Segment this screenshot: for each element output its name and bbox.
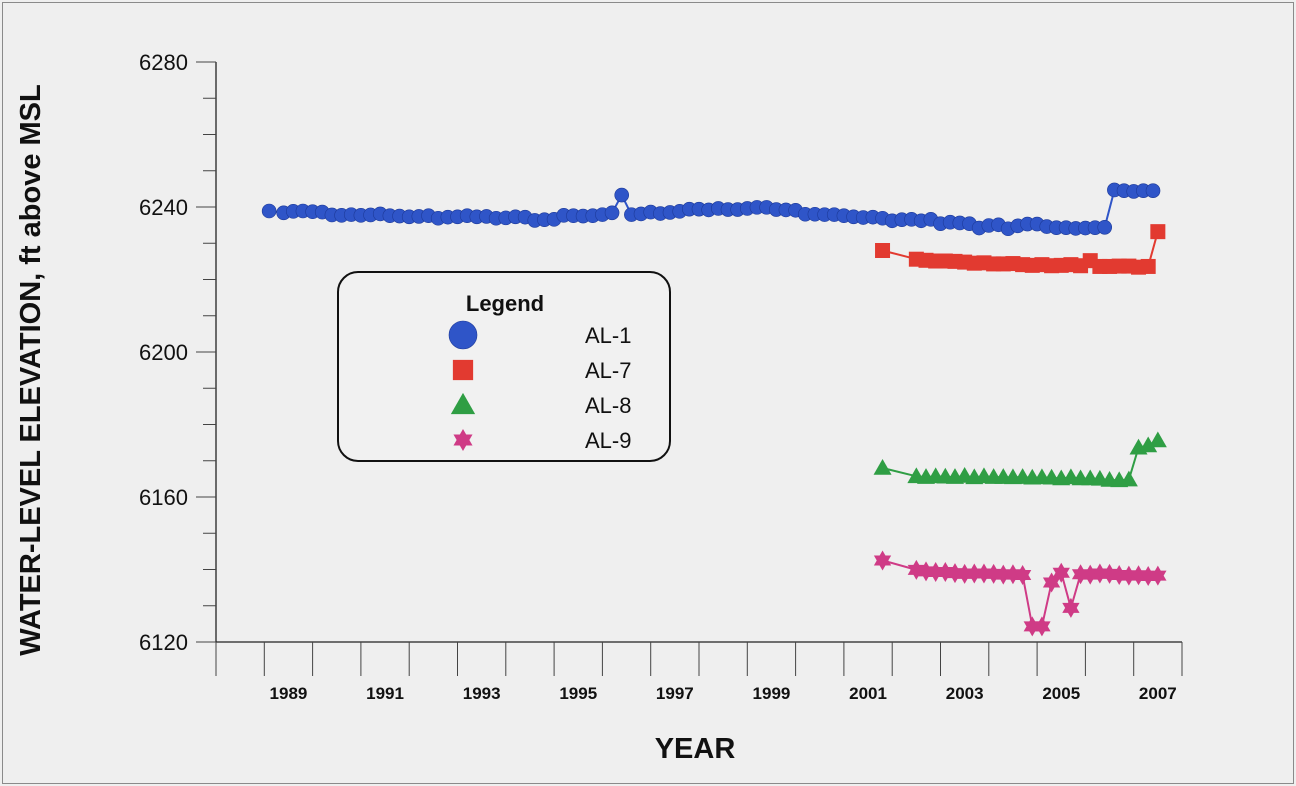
series-al-7: [875, 224, 1166, 275]
x-tick-label: 1999: [753, 684, 791, 703]
y-tick-label: 6200: [139, 340, 188, 365]
legend-entry: AL-1: [448, 320, 631, 350]
data-point: [1140, 258, 1156, 274]
data-point: [873, 550, 892, 571]
legend-marker: [450, 392, 476, 415]
legend-entry: AL-7: [452, 358, 631, 383]
legend-entry: AL-8: [450, 392, 631, 418]
x-axis: 1989 1991 1993 1995 1997 1999 2001 2003 2005 2007: [215, 641, 1183, 703]
data-point: [875, 243, 891, 258]
data-point: [1062, 597, 1080, 618]
legend: Legend AL-1 AL-7 AL-8 AL-9: [337, 271, 671, 462]
data-point: [1097, 220, 1113, 235]
legend-box: [337, 271, 671, 462]
legend-entries: AL-1 AL-7 AL-8 AL-9: [448, 320, 631, 453]
data-point: [1013, 564, 1032, 585]
legend-title: Legend: [466, 291, 544, 316]
data-point: [614, 187, 630, 203]
x-tick-label: 2001: [849, 684, 887, 703]
data-point: [261, 203, 277, 219]
data-point: [1042, 572, 1061, 593]
x-tick-label: 1991: [366, 684, 404, 703]
x-tick-label: 1993: [463, 684, 501, 703]
series-al-1: [261, 182, 1161, 237]
data-point: [1033, 616, 1051, 637]
x-tick-label: 2005: [1042, 684, 1080, 703]
x-axis-title: YEAR: [655, 733, 736, 765]
data-point: [1119, 470, 1138, 487]
legend-entry: AL-9: [453, 428, 631, 453]
y-tick-label: 6280: [139, 50, 188, 75]
x-tick-label: 1997: [656, 684, 694, 703]
series-layer: [261, 182, 1167, 637]
x-tick-label: 2007: [1139, 684, 1177, 703]
series-al-9: [873, 550, 1167, 637]
legend-label: AL-1: [585, 323, 631, 348]
data-point: [604, 205, 620, 221]
legend-label: AL-9: [585, 428, 631, 453]
y-tick-label: 6120: [139, 630, 188, 655]
data-point: [1139, 436, 1158, 453]
legend-label: AL-7: [585, 358, 631, 383]
y-tick-label: 6160: [139, 485, 188, 510]
data-point: [873, 459, 892, 475]
series-al-8: [873, 431, 1167, 488]
y-axis: 6120 6160 6200 6240 6280: [139, 50, 217, 655]
data-point: [1052, 562, 1070, 583]
data-point: [1150, 224, 1166, 240]
y-tick-label: 6240: [139, 195, 188, 220]
legend-marker: [452, 359, 474, 381]
y-axis-title: WATER-LEVEL ELEVATION, ft above MSL: [15, 84, 47, 655]
x-tick-label: 1995: [559, 684, 597, 703]
x-tick-label: 2003: [946, 684, 984, 703]
data-point: [1145, 183, 1161, 198]
legend-marker: [453, 429, 473, 451]
data-point: [1148, 431, 1167, 448]
legend-label: AL-8: [585, 393, 631, 418]
data-point: [1149, 565, 1167, 586]
legend-marker: [448, 320, 478, 350]
x-tick-label: 1989: [270, 684, 308, 703]
